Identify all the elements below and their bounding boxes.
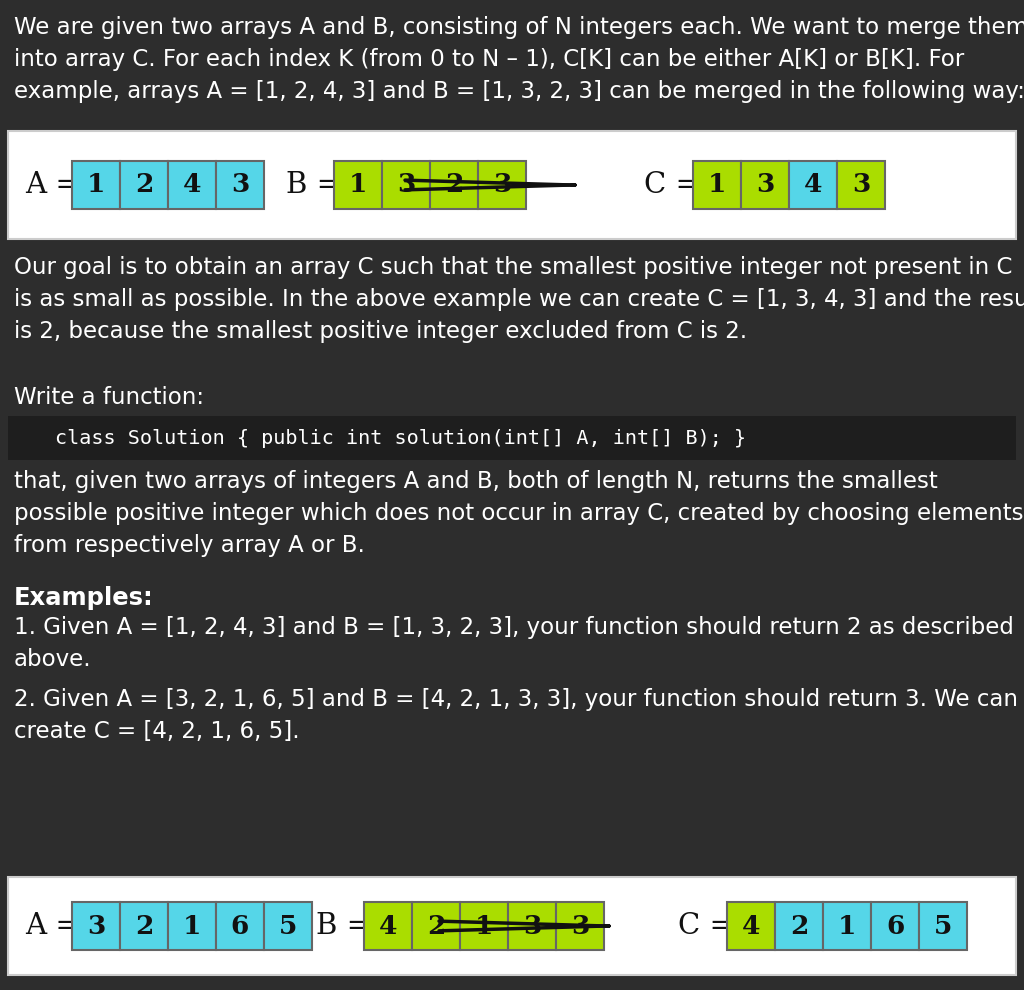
Bar [72,161,120,209]
Text: 4: 4 [182,172,202,197]
Bar [741,161,790,209]
Text: 1: 1 [87,172,105,197]
Text: 3: 3 [493,172,511,197]
Text: 4: 4 [379,914,397,939]
Text: that, given two arrays of integers A and B, both of length N, returns the smalle: that, given two arrays of integers A and… [14,470,1024,557]
Text: 6: 6 [230,914,249,939]
Text: B =: B = [286,171,341,199]
Bar [727,902,775,950]
Text: C =: C = [678,912,734,940]
Text: A =: A = [25,912,80,940]
Bar [216,161,264,209]
Bar [8,416,1016,460]
Text: 1: 1 [475,914,494,939]
Text: 6: 6 [886,914,904,939]
Bar [334,161,382,209]
Text: We are given two arrays A and B, consisting of N integers each. We want to merge: We are given two arrays A and B, consist… [14,16,1024,103]
Text: 1: 1 [708,172,726,197]
Bar [120,902,168,950]
Bar [8,877,1016,975]
Text: 3: 3 [852,172,870,197]
Text: 1: 1 [349,172,368,197]
Text: B =: B = [316,912,371,940]
Text: 4: 4 [804,172,822,197]
Bar [460,902,508,950]
Text: C =: C = [644,171,700,199]
Bar [120,161,168,209]
Bar [693,161,741,209]
Text: 1: 1 [838,914,856,939]
Bar [775,902,823,950]
Bar [382,161,430,209]
Bar [264,902,312,950]
Text: 2: 2 [135,172,154,197]
Bar [216,902,264,950]
Text: A =: A = [25,171,80,199]
Text: 3: 3 [397,172,415,197]
Bar [508,902,556,950]
Text: 2: 2 [790,914,808,939]
Bar [823,902,871,950]
Bar [556,902,604,950]
Text: 4: 4 [741,914,760,939]
Text: 3: 3 [756,172,774,197]
Bar [168,902,216,950]
Text: 3: 3 [230,172,249,197]
Bar [790,161,837,209]
Text: 2: 2 [427,914,445,939]
Bar [364,902,412,950]
Bar [837,161,885,209]
Bar [478,161,526,209]
Text: 3: 3 [523,914,542,939]
Text: 2. Given A = [3, 2, 1, 6, 5] and B = [4, 2, 1, 3, 3], your function should retur: 2. Given A = [3, 2, 1, 6, 5] and B = [4,… [14,688,1018,743]
Text: 2: 2 [135,914,154,939]
Text: 2: 2 [444,172,463,197]
Bar [871,902,919,950]
Text: 3: 3 [570,914,589,939]
Bar [919,902,967,950]
Text: 5: 5 [279,914,297,939]
Bar [412,902,460,950]
Text: 1: 1 [183,914,201,939]
Bar [430,161,478,209]
Text: class Solution { public int solution(int[] A, int[] B); }: class Solution { public int solution(int… [55,429,746,447]
Bar [8,131,1016,239]
Text: Write a function:: Write a function: [14,386,204,409]
Text: Our goal is to obtain an array C such that the smallest positive integer not pre: Our goal is to obtain an array C such th… [14,256,1024,343]
Text: 5: 5 [934,914,952,939]
Text: Examples:: Examples: [14,586,154,610]
Bar [168,161,216,209]
Bar [72,902,120,950]
Text: 1. Given A = [1, 2, 4, 3] and B = [1, 3, 2, 3], your function should return 2 as: 1. Given A = [1, 2, 4, 3] and B = [1, 3,… [14,616,1014,671]
Text: 3: 3 [87,914,105,939]
